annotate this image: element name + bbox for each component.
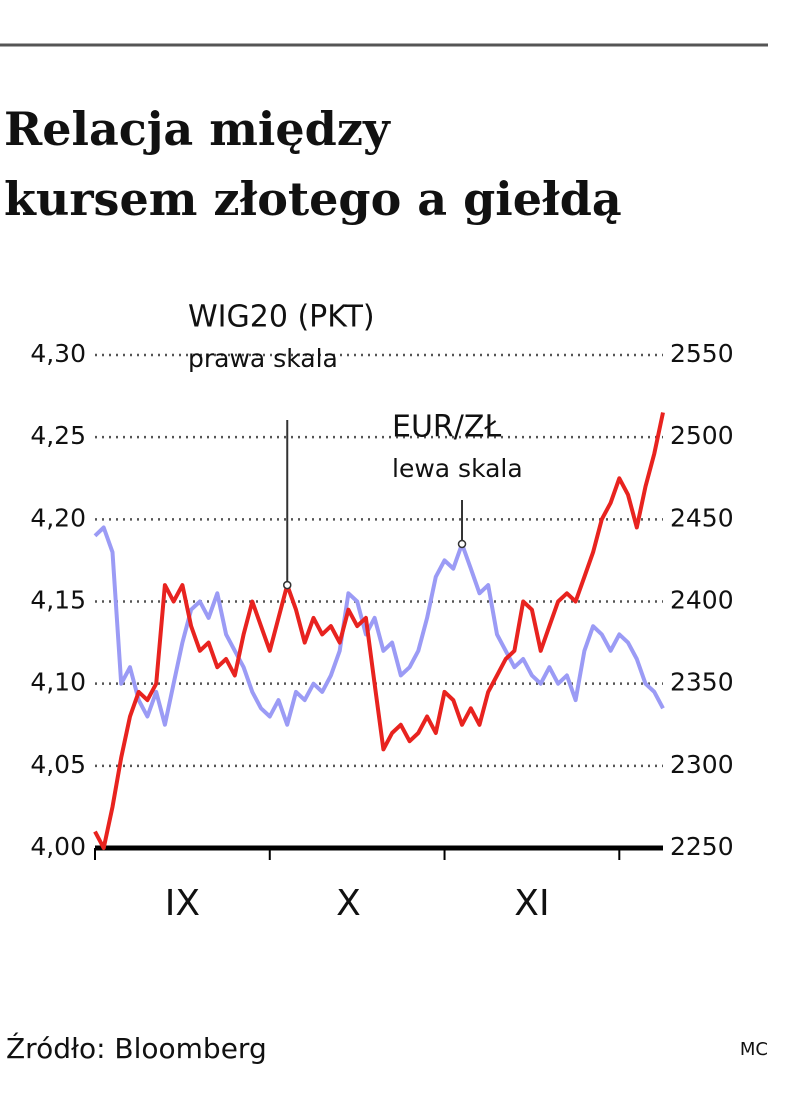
y2-tick-label: 2400 xyxy=(670,586,734,615)
y2-tick-label: 2350 xyxy=(670,668,734,697)
scale-label: prawa skala xyxy=(188,344,338,373)
series-label: EUR/ZŁ xyxy=(392,410,501,445)
chart-title: kursem złotego a giełdą xyxy=(4,172,622,226)
leader-dot xyxy=(282,580,292,590)
source: Źródło: Bloomberg xyxy=(6,1031,267,1065)
y-tick-label: 4,15 xyxy=(30,586,86,615)
y2-tick-label: 2450 xyxy=(670,503,734,532)
series-line xyxy=(93,412,665,850)
leader-dot xyxy=(457,539,467,549)
scale-label: lewa skala xyxy=(392,454,523,483)
chart-title: Relacja między xyxy=(4,102,391,156)
y2-tick-label: 2500 xyxy=(670,421,734,450)
y2-tick-label: 2250 xyxy=(670,832,734,861)
y-tick-label: 4,25 xyxy=(30,421,86,450)
x-tick-label: XI xyxy=(514,883,549,924)
credit: MC xyxy=(740,1039,768,1060)
y-tick-label: 4,30 xyxy=(30,339,86,368)
y-tick-label: 4,10 xyxy=(30,668,86,697)
y-tick-label: 4,05 xyxy=(30,750,86,779)
y-tick-label: 4,20 xyxy=(30,503,86,532)
x-tick-label: X xyxy=(336,883,361,924)
y2-tick-label: 2300 xyxy=(670,750,734,779)
series-line xyxy=(93,525,665,727)
x-tick-label: IX xyxy=(165,883,200,924)
y-tick-label: 4,00 xyxy=(30,832,86,861)
series-label: WIG20 (PKT) xyxy=(188,300,375,335)
y2-tick-label: 2550 xyxy=(670,339,734,368)
